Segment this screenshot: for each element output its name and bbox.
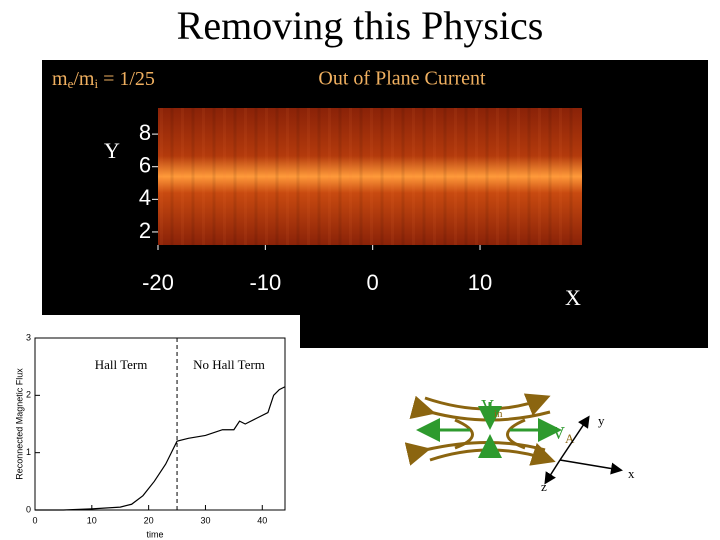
va-label: VA [552,423,575,446]
flux-line [35,386,286,511]
heatmap-texture-stripe [464,108,468,245]
heatmap-texture-stripe [401,108,405,245]
heatmap-texture-stripe [296,108,300,245]
annotation: Hall Term [95,357,148,372]
axis-arrow [559,415,590,461]
heatmap-texture [160,108,573,245]
x-tick-label: -10 [249,270,281,295]
heatmap-texture-stripe [569,108,573,245]
heatmap-texture-stripe [380,108,384,245]
heatmap-texture-stripe [412,108,415,245]
heatmap-texture-stripe [286,108,289,245]
mass-ratio: me/mi = 1/25 [52,68,155,91]
x-axis-label: time [146,529,163,539]
y-tick-label: 2 [26,390,31,400]
reconnection-diagram: Vin VA y x z [404,393,635,494]
y-tick-label: 6 [139,153,151,178]
heatmap-texture-stripe [548,108,552,245]
heatmap-texture-stripe [359,108,363,245]
heatmap-texture-stripe [223,108,226,245]
heatmap-texture-stripe [265,108,268,245]
y-tick-label: 8 [139,120,151,145]
heatmap-texture-stripe [454,108,457,245]
vin-label: Vin [481,396,503,419]
heatmap-texture-stripe [275,108,279,245]
heatmap-texture-stripe [496,108,499,245]
x-axis-label: X [565,285,581,310]
x-tick-label: 30 [200,515,210,525]
heatmap-texture-stripe [517,108,520,245]
x-tick-label: 40 [257,515,267,525]
x-tick-label: 0 [367,270,379,295]
heatmap-texture-stripe [391,108,394,245]
heatmap-texture-stripe [538,108,541,245]
y-tick-label: 2 [139,218,151,243]
x-tick-label: 0 [32,515,37,525]
annotation: No Hall Term [193,357,265,372]
heatmap-texture-stripe [254,108,258,245]
heatmap-texture-stripe [244,108,247,245]
heatmap-texture-stripe [443,108,447,245]
heatmap-texture-stripe [559,108,562,245]
y-tick-label: 3 [26,332,31,342]
heatmap-texture-stripe [422,108,426,245]
heatmap-texture-stripe [307,108,310,245]
heatmap-texture-stripe [181,108,184,245]
axis-label: x [628,466,635,481]
heatmap-texture-stripe [202,108,205,245]
plot-frame [34,337,286,511]
heatmap-texture-stripe [506,108,510,245]
field-line [454,418,474,450]
field-line [506,418,526,450]
heatmap-texture-stripe [170,108,174,245]
heatmap-texture-stripe [191,108,195,245]
heatmap-texture-stripe [317,108,321,245]
heatmap-image [158,108,582,245]
slide-title: Removing this Physics [177,3,544,48]
axis-arrow [559,459,623,475]
y-axis-label: Reconnected Magnetic Flux [14,368,24,480]
heatmap-texture-stripe [485,108,489,245]
heatmap-texture-stripe [338,108,342,245]
axis-label: z [541,479,547,494]
heatmap-texture-stripe [160,108,163,245]
y-tick-label: 0 [26,504,31,514]
x-tick-label: 20 [144,515,154,525]
heatmap-texture-stripe [370,108,373,245]
y-tick-label: 4 [139,185,151,210]
y-axis-label: Y [104,138,120,163]
heatmap-texture-stripe [349,108,352,245]
axis-arrow [544,459,561,485]
plot-panel [0,315,300,540]
axis-label: y [598,413,605,428]
heatmap-title: Out of Plane Current [318,68,486,90]
heatmap-texture-stripe [475,108,478,245]
x-tick-label: 10 [468,270,492,295]
heatmap-texture-stripe [233,108,237,245]
heatmap-texture-stripe [527,108,531,245]
heatmap-texture-stripe [433,108,436,245]
y-tick-label: 1 [26,447,31,457]
x-tick-label: -20 [142,270,174,295]
heatmap-texture-stripe [328,108,331,245]
heatmap-texture-stripe [212,108,216,245]
x-tick-label: 10 [87,515,97,525]
